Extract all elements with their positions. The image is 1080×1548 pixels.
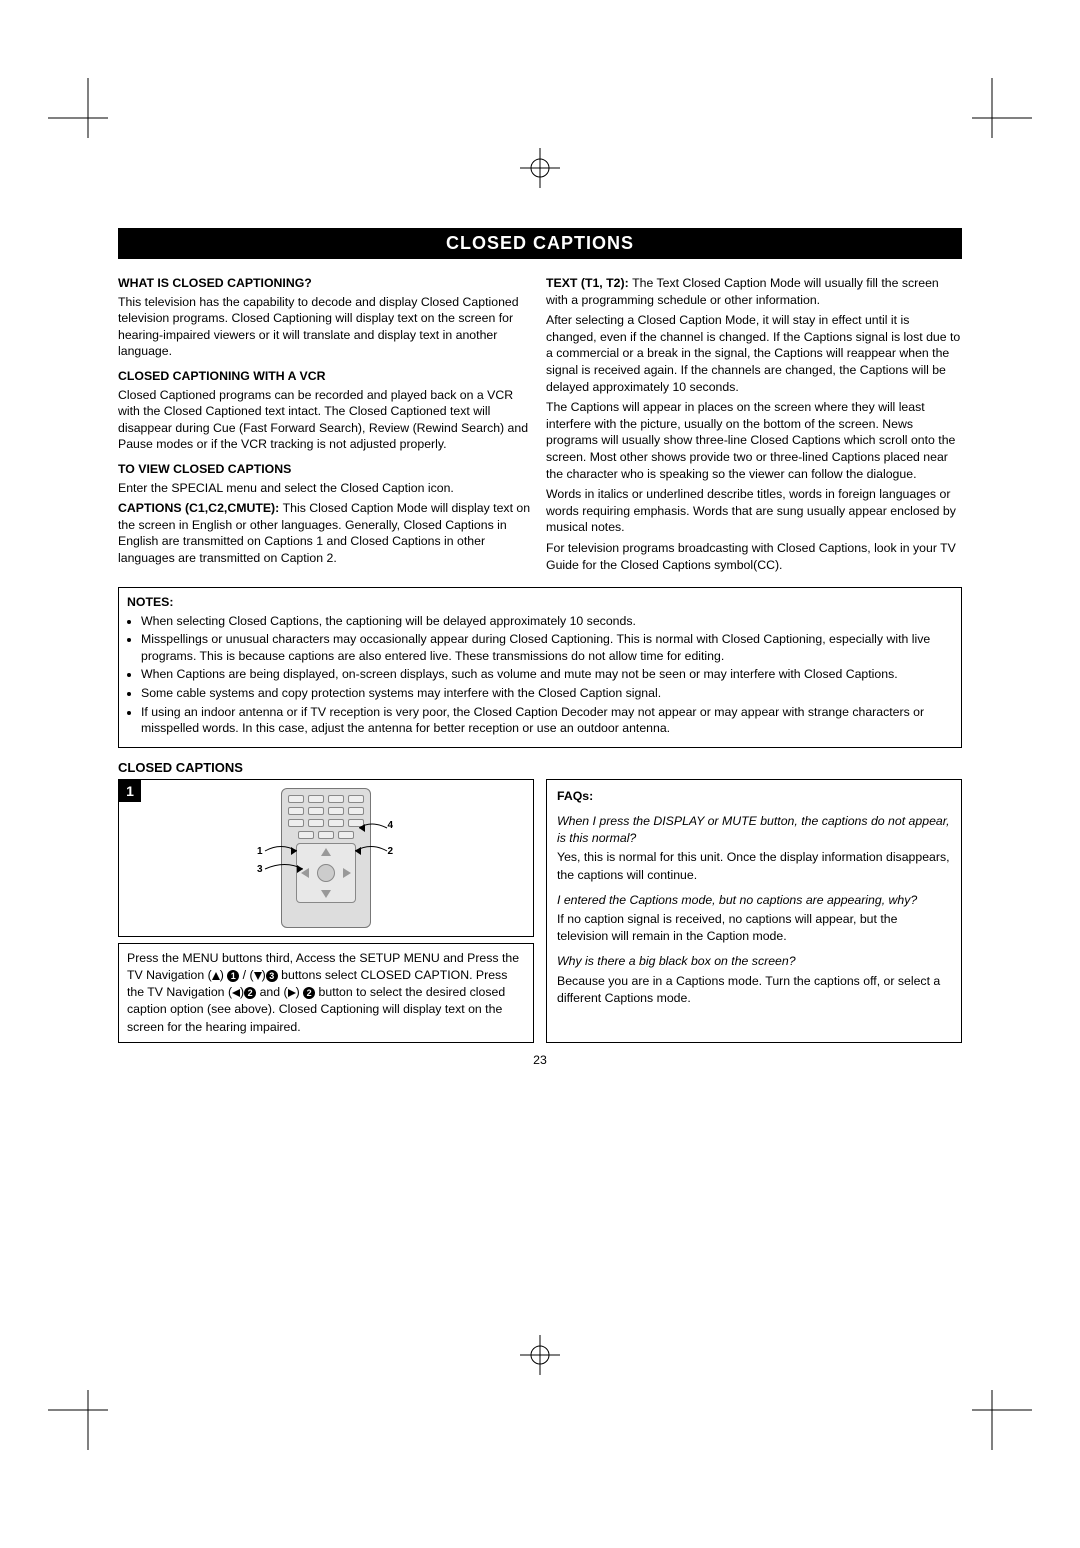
crop-mark-icon <box>48 78 108 138</box>
two-column-body: WHAT IS CLOSED CAPTIONING? This televisi… <box>118 267 962 577</box>
para: CAPTIONS (C1,C2,CMUTE): This Closed Capt… <box>118 500 534 566</box>
para: The Captions will appear in places on th… <box>546 399 962 482</box>
content-area: CLOSED CAPTIONS WHAT IS CLOSED CAPTIONIN… <box>118 228 962 1548</box>
heading-to-view-cc: TO VIEW CLOSED CAPTIONS <box>118 461 534 478</box>
registration-mark-icon <box>520 148 560 193</box>
bottom-right: FAQs: When I press the DISPLAY or MUTE b… <box>546 779 962 1043</box>
callout-line-icon <box>355 844 389 858</box>
closed-captions-subheading: CLOSED CAPTIONS <box>118 760 962 775</box>
callout-3: 3 <box>257 864 263 875</box>
notes-heading: NOTES: <box>127 594 953 611</box>
section-title-bar: CLOSED CAPTIONS <box>118 228 962 259</box>
instr-text: ) <box>296 985 304 999</box>
para: Words in italics or underlined describe … <box>546 486 962 536</box>
instruction-box: Press the MENU buttons third, Access the… <box>118 943 534 1043</box>
circled-number-icon: 1 <box>227 970 239 982</box>
step-number-badge: 1 <box>119 780 141 802</box>
callout-line-icon <box>263 862 303 876</box>
right-arrow-icon <box>288 989 296 997</box>
para: Enter the SPECIAL menu and select the Cl… <box>118 480 534 497</box>
down-arrow-icon <box>254 972 262 980</box>
right-column: TEXT (T1, T2): The Text Closed Caption M… <box>546 267 962 577</box>
para: After selecting a Closed Caption Mode, i… <box>546 312 962 395</box>
para: TEXT (T1, T2): The Text Closed Caption M… <box>546 275 962 308</box>
notes-item: Misspellings or unusual characters may o… <box>141 631 953 664</box>
crop-mark-icon <box>972 1390 1032 1450</box>
manual-page: CLOSED CAPTIONS WHAT IS CLOSED CAPTIONIN… <box>0 0 1080 1528</box>
circled-number-icon: 2 <box>244 987 256 999</box>
instr-text: and ( <box>256 985 287 999</box>
callout-line-icon <box>263 844 297 858</box>
instr-text: ) <box>220 968 228 982</box>
crop-mark-icon <box>972 78 1032 138</box>
notes-item: If using an indoor antenna or if TV rece… <box>141 704 953 737</box>
remote-control-icon <box>281 788 371 928</box>
instr-text: / ( <box>239 968 253 982</box>
para: This television has the capability to de… <box>118 294 534 360</box>
left-column: WHAT IS CLOSED CAPTIONING? This televisi… <box>118 267 534 577</box>
notes-item: When selecting Closed Captions, the capt… <box>141 613 953 630</box>
circled-number-icon: 2 <box>303 987 315 999</box>
faq-heading: FAQs: <box>557 788 951 805</box>
remote-wrapper: 4 1 2 3 <box>281 788 371 928</box>
notes-item: When Captions are being displayed, on-sc… <box>141 666 953 683</box>
notes-item: Some cable systems and copy protection s… <box>141 685 953 702</box>
notes-list: When selecting Closed Captions, the capt… <box>127 613 953 737</box>
callout-1: 1 <box>257 846 263 857</box>
heading-what-is-cc: WHAT IS CLOSED CAPTIONING? <box>118 275 534 292</box>
faq-question: Why is there a big black box on the scre… <box>557 953 951 970</box>
inline-bold: TEXT (T1, T2): <box>546 276 632 290</box>
crop-mark-icon <box>48 1390 108 1450</box>
faq-question: When I press the DISPLAY or MUTE button,… <box>557 813 951 847</box>
bottom-row: 1 4 <box>118 779 962 1043</box>
faq-question: I entered the Captions mode, but no capt… <box>557 892 951 909</box>
faq-answer: Yes, this is normal for this unit. Once … <box>557 849 951 883</box>
callout-line-icon <box>359 822 389 834</box>
para: Closed Captioned programs can be recorde… <box>118 387 534 453</box>
remote-illustration-box: 1 4 <box>118 779 534 937</box>
inline-bold: CAPTIONS (C1,C2,CMUTE): <box>118 501 283 515</box>
notes-box: NOTES: When selecting Closed Captions, t… <box>118 587 962 748</box>
page-number: 23 <box>118 1053 962 1067</box>
heading-cc-with-vcr: CLOSED CAPTIONING WITH A VCR <box>118 368 534 385</box>
faq-answer: Because you are in a Captions mode. Turn… <box>557 973 951 1007</box>
circled-number-icon: 3 <box>266 970 278 982</box>
faq-box: FAQs: When I press the DISPLAY or MUTE b… <box>546 779 962 1043</box>
faq-answer: If no caption signal is received, no cap… <box>557 911 951 945</box>
bottom-left: 1 4 <box>118 779 534 1043</box>
left-arrow-icon <box>232 989 240 997</box>
para: For television programs broadcasting wit… <box>546 540 962 573</box>
up-arrow-icon <box>212 972 220 980</box>
